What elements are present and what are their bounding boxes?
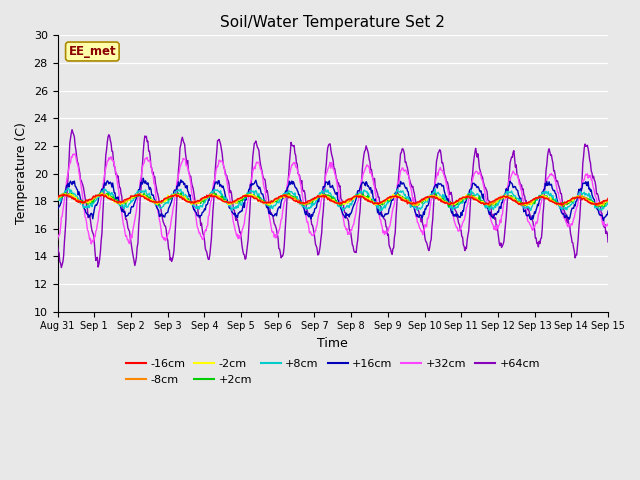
Title: Soil/Water Temperature Set 2: Soil/Water Temperature Set 2 <box>220 15 445 30</box>
X-axis label: Time: Time <box>317 337 348 350</box>
Y-axis label: Temperature (C): Temperature (C) <box>15 122 28 225</box>
Text: EE_met: EE_met <box>68 45 116 58</box>
Legend: -16cm, -8cm, -2cm, +2cm, +8cm, +16cm, +32cm, +64cm: -16cm, -8cm, -2cm, +2cm, +8cm, +16cm, +3… <box>121 355 545 389</box>
